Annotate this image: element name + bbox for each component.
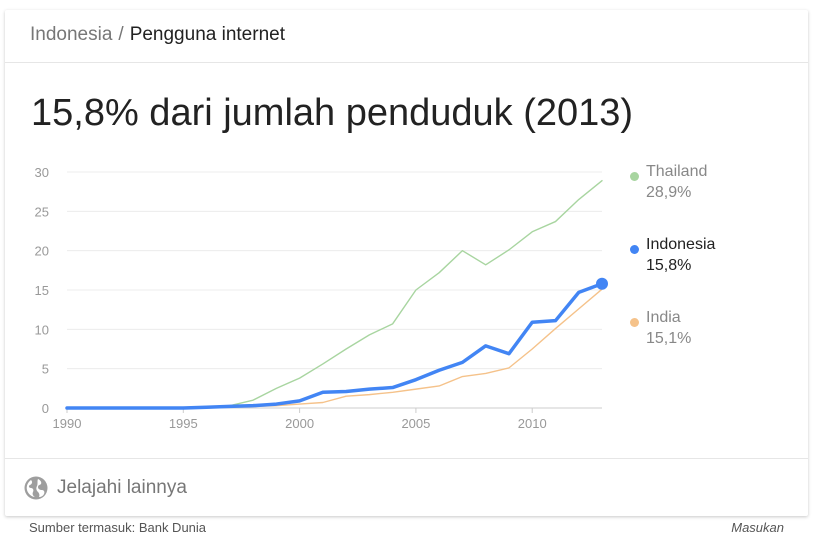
legend-name: Thailand (646, 163, 708, 180)
legend-dot-icon (630, 245, 639, 254)
source-text: Sumber termasuk: Bank Dunia (29, 520, 207, 535)
y-tick-label: 15 (35, 283, 49, 298)
breadcrumb-parent-link[interactable]: Indonesia (30, 24, 113, 45)
y-tick-label: 0 (42, 401, 49, 416)
knowledge-card: Indonesia / Pengguna internet 15,8% dari j… (5, 10, 808, 516)
series-point-indonesia (596, 277, 608, 290)
line-chart[interactable]: 0 5 10 15 20 25 30 1990 1995 2000 2005 2010 (27, 162, 617, 452)
legend-value: 28,9% (646, 184, 692, 201)
legend-item-indonesia[interactable]: Indonesia 15,8% (630, 236, 800, 309)
legend-name: India (646, 309, 681, 326)
x-tick-label: 2010 (518, 416, 547, 431)
legend-dot-icon (630, 172, 639, 181)
series-line-indonesia (65, 281, 604, 410)
explore-more-label: Jelajahi lainnya (57, 477, 187, 498)
y-tick-label: 10 (35, 322, 49, 337)
y-tick-label: 20 (35, 244, 49, 259)
breadcrumb-current: Pengguna internet (129, 24, 285, 45)
breadcrumb-separator: / (118, 24, 124, 45)
legend-value: 15,1% (646, 330, 692, 347)
breadcrumb: Indonesia / Pengguna internet (30, 24, 285, 46)
globe-icon (24, 476, 48, 500)
y-tick-label: 30 (35, 165, 49, 180)
divider (5, 458, 808, 459)
headline: 15,8% dari jumlah penduduk (2013) (31, 92, 634, 134)
divider (5, 62, 808, 63)
feedback-link[interactable]: Masukan (731, 520, 784, 535)
x-tick-label: 1995 (169, 416, 198, 431)
series-line-thailand (66, 179, 603, 409)
legend-name: Indonesia (646, 236, 716, 253)
chart-legend: Thailand 28,9% Indonesia 15,8% India 15,… (630, 163, 800, 382)
legend-value: 15,8% (646, 257, 692, 274)
y-tick-label: 5 (42, 362, 49, 377)
x-tick-label: 1990 (53, 416, 82, 431)
x-tick-label: 2000 (285, 416, 314, 431)
legend-item-india[interactable]: India 15,1% (630, 309, 800, 382)
y-tick-label: 25 (35, 204, 49, 219)
explore-more-button[interactable]: Jelajahi lainnya (23, 472, 187, 504)
x-tick-label: 2005 (401, 416, 430, 431)
legend-dot-icon (630, 318, 639, 327)
legend-item-thailand[interactable]: Thailand 28,9% (630, 163, 800, 236)
